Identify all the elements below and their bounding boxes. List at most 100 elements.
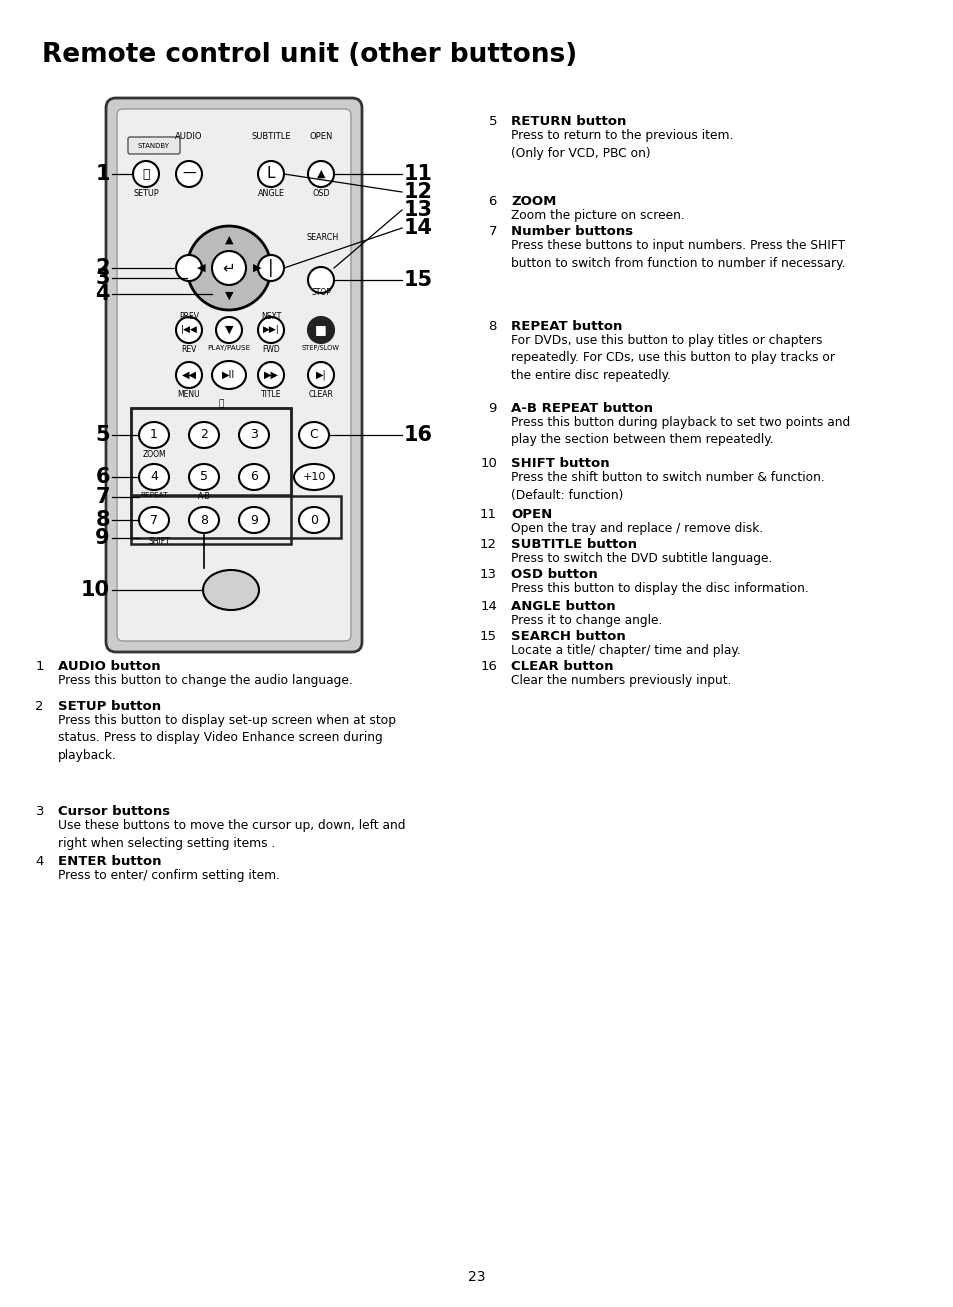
Text: ANGLE: ANGLE	[257, 190, 284, 197]
Text: For DVDs, use this button to play titles or chapters
repeatedly. For CDs, use th: For DVDs, use this button to play titles…	[511, 335, 834, 382]
Text: MENU: MENU	[177, 389, 200, 399]
Text: 3: 3	[250, 429, 257, 442]
Text: ◀◀: ◀◀	[181, 370, 196, 380]
Text: 8: 8	[95, 510, 110, 531]
Text: SETUP: SETUP	[133, 190, 158, 197]
Ellipse shape	[308, 161, 334, 187]
Ellipse shape	[308, 267, 334, 293]
Text: 23: 23	[468, 1270, 485, 1283]
Text: OSD button: OSD button	[511, 569, 598, 582]
Ellipse shape	[212, 251, 246, 285]
Text: Cursor buttons: Cursor buttons	[58, 805, 170, 818]
Ellipse shape	[175, 318, 202, 342]
Text: 7: 7	[488, 225, 497, 238]
Text: 2: 2	[35, 701, 44, 714]
Ellipse shape	[239, 422, 269, 448]
Ellipse shape	[203, 570, 258, 610]
Text: ↵: ↵	[222, 260, 235, 276]
Text: |: |	[268, 259, 274, 277]
Ellipse shape	[139, 422, 169, 448]
Text: 2: 2	[95, 257, 110, 278]
FancyBboxPatch shape	[117, 108, 351, 640]
Text: 8: 8	[200, 514, 208, 527]
FancyBboxPatch shape	[106, 98, 361, 652]
Text: A-B: A-B	[197, 491, 211, 501]
Text: 0: 0	[310, 514, 317, 527]
Ellipse shape	[132, 161, 159, 187]
Text: PLAY/PAUSE: PLAY/PAUSE	[207, 345, 251, 352]
Text: Press the shift button to switch number & function.
(Default: function): Press the shift button to switch number …	[511, 471, 824, 502]
Text: Clear the numbers previously input.: Clear the numbers previously input.	[511, 674, 731, 687]
Text: OPEN: OPEN	[309, 132, 333, 141]
Text: RETURN button: RETURN button	[511, 115, 626, 128]
Text: ZOOM: ZOOM	[142, 450, 166, 459]
Text: 6: 6	[95, 467, 110, 488]
Text: REV: REV	[181, 345, 196, 354]
Ellipse shape	[212, 361, 246, 389]
Text: Press this button during playback to set two points and
play the section between: Press this button during playback to set…	[511, 416, 849, 447]
Ellipse shape	[257, 318, 284, 342]
Text: ▶II: ▶II	[222, 370, 235, 380]
Text: ENTER button: ENTER button	[58, 855, 161, 868]
Text: 14: 14	[403, 218, 433, 238]
Text: Open the tray and replace / remove disk.: Open the tray and replace / remove disk.	[511, 521, 762, 535]
Text: 1: 1	[95, 163, 110, 184]
Text: REPEAT: REPEAT	[140, 491, 168, 498]
Text: TITLE: TITLE	[260, 389, 281, 399]
Text: SHIFT: SHIFT	[148, 537, 170, 546]
Text: Press to switch the DVD subtitle language.: Press to switch the DVD subtitle languag…	[511, 552, 772, 565]
Text: 1: 1	[150, 429, 158, 442]
Text: ◀: ◀	[196, 263, 205, 273]
Text: SHIFT button: SHIFT button	[511, 457, 609, 471]
Text: STEP/SLOW: STEP/SLOW	[302, 345, 339, 352]
Text: SEARCH: SEARCH	[307, 233, 338, 242]
Ellipse shape	[298, 422, 329, 448]
Text: 6: 6	[250, 471, 257, 484]
Text: Press these buttons to input numbers. Press the SHIFT
button to switch from func: Press these buttons to input numbers. Pr…	[511, 239, 844, 269]
Ellipse shape	[308, 362, 334, 388]
Text: SEARCH button: SEARCH button	[511, 630, 625, 643]
Ellipse shape	[189, 422, 219, 448]
Ellipse shape	[187, 226, 271, 310]
Text: ANGLE button: ANGLE button	[511, 600, 615, 613]
Text: SUBTITLE: SUBTITLE	[251, 132, 291, 141]
Text: ■: ■	[314, 324, 327, 336]
Text: ▲: ▲	[225, 235, 233, 244]
Bar	[131, 408, 291, 495]
Text: Press to return to the previous item.
(Only for VCD, PBC on): Press to return to the previous item. (O…	[511, 129, 733, 159]
Text: 13: 13	[403, 200, 433, 220]
Text: 3: 3	[95, 268, 110, 288]
Text: 7: 7	[95, 488, 110, 507]
Text: 6: 6	[488, 195, 497, 208]
Text: 🔔: 🔔	[218, 399, 223, 408]
Text: Press this button to display set-up screen when at stop
status. Press to display: Press this button to display set-up scre…	[58, 714, 395, 762]
Text: 5: 5	[95, 425, 110, 444]
Text: PREV: PREV	[179, 312, 199, 322]
Ellipse shape	[139, 464, 169, 490]
Ellipse shape	[239, 464, 269, 490]
Text: STANDBY: STANDBY	[138, 142, 170, 149]
Text: ▶▶|: ▶▶|	[262, 325, 279, 335]
Text: 4: 4	[35, 855, 44, 868]
Bar	[131, 495, 340, 538]
Text: L: L	[267, 166, 275, 182]
Ellipse shape	[298, 507, 329, 533]
Ellipse shape	[239, 507, 269, 533]
Text: 16: 16	[479, 660, 497, 673]
Ellipse shape	[139, 507, 169, 533]
Text: CLEAR: CLEAR	[308, 389, 334, 399]
Text: AUDIO: AUDIO	[175, 132, 203, 141]
Text: 2: 2	[200, 429, 208, 442]
Text: STOP: STOP	[311, 288, 331, 297]
Text: 11: 11	[479, 508, 497, 521]
Text: 4: 4	[150, 471, 158, 484]
Text: REPEAT button: REPEAT button	[511, 320, 621, 333]
Ellipse shape	[294, 464, 334, 490]
Text: 8: 8	[488, 320, 497, 333]
Ellipse shape	[189, 507, 219, 533]
Text: SUBTITLE button: SUBTITLE button	[511, 538, 637, 552]
Text: 15: 15	[479, 630, 497, 643]
Text: Press it to change angle.: Press it to change angle.	[511, 614, 661, 627]
Text: ⏻: ⏻	[142, 167, 150, 180]
Ellipse shape	[175, 161, 202, 187]
